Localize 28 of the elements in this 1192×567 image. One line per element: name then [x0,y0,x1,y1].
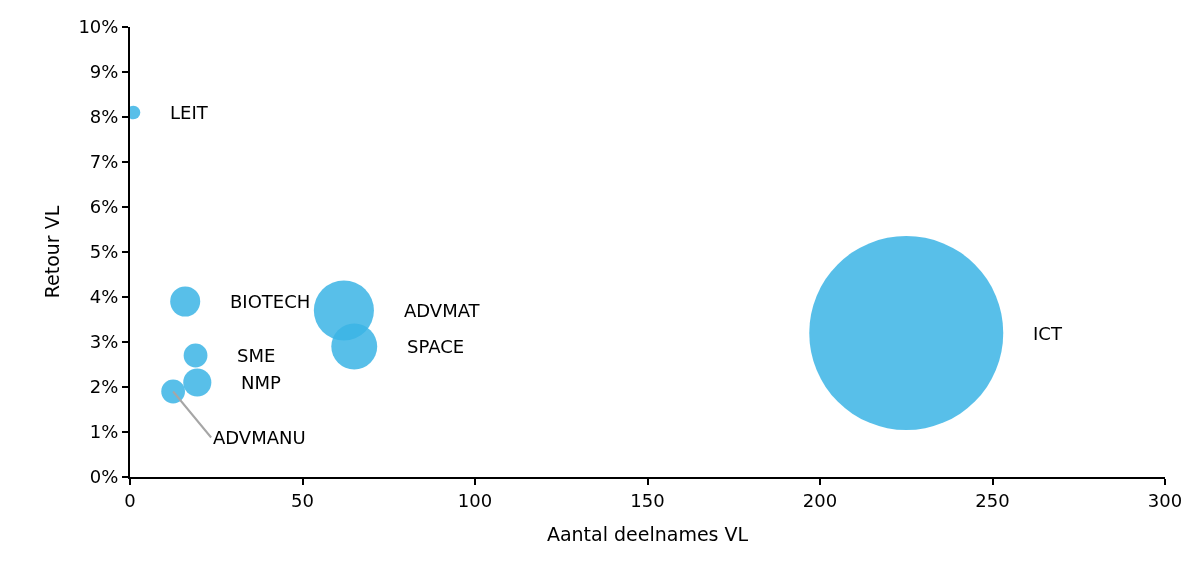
y-tick-label: 8% [89,106,119,128]
series-label: ICT [1033,323,1063,344]
y-axis-title: Retour VL [40,205,63,299]
x-tick-label: 300 [1147,489,1183,511]
series-label: NMP [241,372,281,393]
x-tick-label: 200 [802,489,838,511]
y-tick-label: 7% [89,151,119,173]
y-tick-label: 2% [89,376,119,398]
y-tick-label: 3% [89,331,119,353]
y-tick-label: 1% [89,421,119,443]
series-label: LEIT [170,102,209,123]
series-label: BIOTECH [230,291,311,312]
x-tick-label: 250 [975,489,1010,511]
x-tick-label: 0 [124,489,136,511]
series-label: ADVMAT [404,300,481,321]
y-tick-label: 0% [89,466,119,488]
x-tick-label: 100 [457,489,493,511]
x-tick-label: 50 [291,489,314,511]
series-label: SPACE [407,336,465,357]
y-tick-label: 4% [89,286,119,308]
series-label: SME [237,345,276,366]
x-axis-title: Aantal deelnames VL [546,522,749,545]
y-tick-label: 10% [78,16,119,38]
y-tick-label: 9% [89,61,119,83]
y-tick-label: 6% [89,196,119,218]
y-tick-label: 5% [89,241,119,263]
text: ADVMANU [213,427,306,448]
x-tick-label: 150 [630,489,665,511]
